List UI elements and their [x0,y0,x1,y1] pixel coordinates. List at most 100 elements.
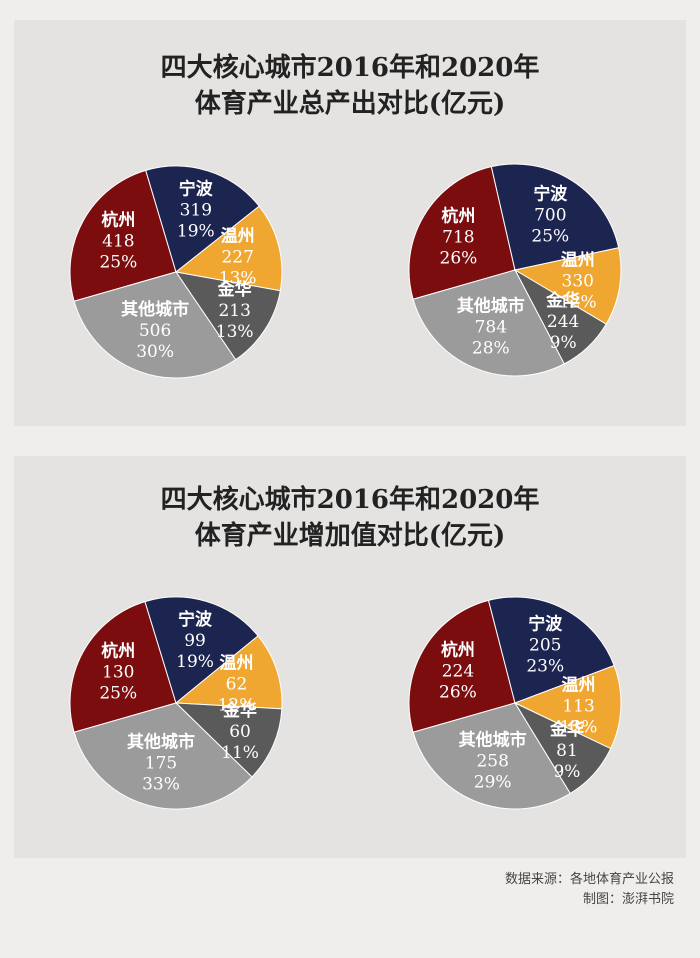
slice-label-value: 81 [556,741,578,761]
slice-label-name: 杭州 [101,641,135,662]
slice-label-percent: 9% [553,762,580,782]
slice-label-name: 宁波 [178,609,213,630]
slice-label-percent: 30% [136,342,174,362]
pie-slice-金华 [174,702,283,778]
slice-label-name: 其他城市 [457,296,525,317]
slice-label-name: 金华 [222,700,257,721]
slice-label-name: 金华 [549,719,584,740]
slice-label-value: 213 [218,301,250,321]
slice-label-value: 205 [529,636,561,656]
slice-label-percent: 28% [472,339,510,359]
slice-label-value: 227 [221,248,253,268]
pie-slice-温州 [513,247,622,325]
slice-label-value: 718 [442,228,474,248]
slice-label-value: 330 [562,271,594,291]
pie-slice-杭州 [408,599,516,733]
slice-label-percent: 13% [219,269,257,289]
slice-label-name: 杭州 [101,209,135,230]
slice-label-name: 其他城市 [459,729,527,750]
slice-label-name: 宁波 [528,614,563,635]
slice-label-name: 宁波 [179,178,214,199]
slice-label-percent: 11% [221,743,259,763]
slice-label-value: 130 [102,663,134,683]
title-line-1: 四大核心城市2016年和2020年 [160,485,540,515]
pie-slice-其他城市 [412,702,571,810]
slice-label-value: 244 [547,312,579,332]
slice-label-name: 温州 [562,676,596,696]
slice-label-value: 224 [442,661,474,681]
slice-label-percent: 9% [550,333,577,353]
pie-slice-杭州 [69,169,177,302]
title-line-2: 体育产业增加值对比(亿元) [194,521,506,551]
data-source: 数据来源：各地体育产业公报 [504,872,674,887]
title-line-1: 四大核心城市2016年和2020年 [160,53,540,83]
slice-label-value: 99 [184,631,206,651]
slice-label-percent: 33% [142,775,180,795]
slice-label-name: 杭州 [441,206,475,227]
slice-label-percent: 13% [216,322,254,342]
slice-label-name: 杭州 [441,639,475,660]
slice-label-name: 金华 [545,290,580,311]
slice-label-value: 700 [534,206,566,226]
slice-label-name: 其他城市 [127,732,195,753]
pie-slice-温州 [513,664,622,750]
panel-title: 四大核心城市2016年和2020年 体育产业增加值对比(亿元) [14,482,686,554]
pie-slice-杭州 [69,601,177,733]
pie-slice-杭州 [408,166,516,300]
pie-slice-宁波 [144,596,259,704]
slice-label-percent: 25% [99,252,137,272]
footer: 数据来源：各地体育产业公报 制图：澎湃书院 [505,870,674,910]
pie-slice-宁波 [145,165,260,273]
slice-label-value: 113 [562,697,594,717]
slice-label-percent: 12% [218,695,256,715]
slice-label-name: 温州 [219,653,253,673]
pie-slice-温州 [174,635,283,710]
slice-label-percent: 25% [99,684,137,704]
title-line-2: 体育产业总产出对比(亿元) [194,89,506,119]
slice-label-name: 温州 [561,250,595,270]
slice-label-value: 784 [475,318,507,338]
slice-label-value: 60 [229,722,251,742]
slice-label-percent: 13% [560,718,598,738]
panel-title: 四大核心城市2016年和2020年 体育产业总产出对比(亿元) [14,50,686,122]
pie-slice-宁波 [490,163,620,271]
slice-label-percent: 19% [176,652,214,672]
pie-slice-金华 [174,271,281,361]
slice-label-percent: 12% [559,292,597,312]
slice-label-percent: 29% [474,772,512,792]
slice-label-value: 418 [102,231,134,251]
pie-slice-其他城市 [412,269,565,377]
slice-label-percent: 25% [531,227,569,247]
pie-slice-其他城市 [73,702,253,810]
pie-slice-温州 [174,205,283,292]
slice-label-percent: 26% [439,682,477,702]
slice-label-percent: 26% [440,249,478,269]
slice-label-percent: 19% [177,221,215,241]
slice-label-value: 175 [145,754,177,774]
slice-label-name: 其他城市 [121,299,189,320]
slice-label-value: 506 [139,321,171,341]
slice-label-value: 258 [476,751,508,771]
pie-chart-output-2020: 杭州71826%宁波70025%温州33012%金华2449%其他城市78428… [408,163,622,377]
